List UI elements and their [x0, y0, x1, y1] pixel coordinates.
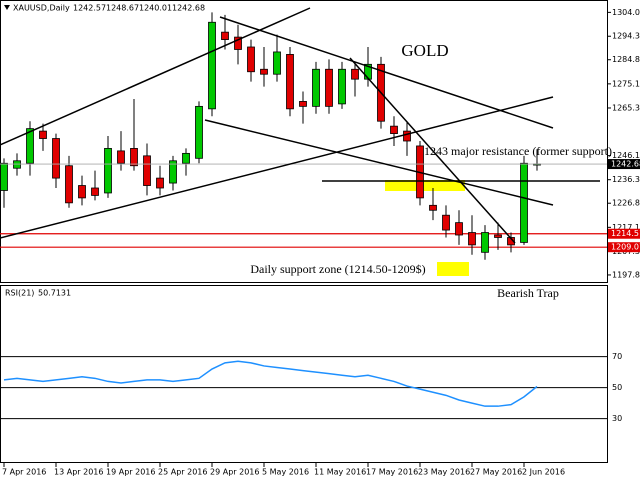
rsi-tick-label: 70	[612, 352, 622, 361]
y-tick-label: 1275.10	[612, 79, 640, 88]
price-panel-frame	[0, 0, 608, 283]
level-label-bg	[608, 228, 640, 239]
candle-body	[234, 36, 242, 50]
candle-body	[65, 165, 73, 204]
rsi-line	[3, 360, 538, 407]
x-tick-label: 2 Jun 2016	[522, 468, 565, 477]
candle-body	[455, 222, 463, 236]
high-value: 1248.67	[106, 4, 139, 13]
annotation: Bearish Trap	[497, 286, 559, 300]
menu-icon	[4, 5, 10, 10]
rsi-value: 50.7131	[38, 289, 71, 298]
candle-body	[247, 46, 255, 73]
candle-body	[208, 21, 216, 110]
candle-body	[39, 130, 47, 139]
y-tick-label: 1265.35	[612, 103, 640, 112]
candle-body	[104, 148, 112, 194]
candle-body	[130, 148, 138, 167]
candle-body	[403, 130, 411, 142]
candle-body	[0, 162, 8, 191]
open-value: 1242.57	[73, 4, 106, 13]
candle-body	[182, 152, 190, 164]
rsi-tick-label: 50	[612, 383, 622, 392]
candle-body	[273, 51, 281, 75]
candle-body	[26, 128, 34, 164]
candle-body	[338, 68, 346, 105]
x-tick-label: 23 May 2016	[418, 468, 470, 477]
candle-body	[260, 68, 268, 75]
support-zone-highlight	[437, 262, 469, 276]
trend-line	[0, 96, 554, 239]
x-tick-label: 27 May 2016	[470, 468, 522, 477]
candle-body	[195, 105, 203, 159]
y-tick-label: 1294.35	[612, 32, 640, 41]
candle-body	[325, 68, 333, 107]
candle-body	[494, 234, 502, 238]
x-tick-label: 19 Apr 2016	[106, 468, 155, 477]
x-tick-label: 11 May 2016	[314, 468, 366, 477]
candle-body	[91, 187, 99, 196]
close-value: 1242.68	[172, 4, 205, 13]
y-tick-label: 1226.85	[612, 199, 640, 208]
level-label: 1209.07	[611, 243, 640, 252]
x-tick-label: 13 Apr 2016	[54, 468, 103, 477]
rsi-panel-frame	[0, 285, 608, 463]
candle-body	[286, 54, 294, 110]
candle-body	[156, 177, 164, 189]
trend-line	[204, 119, 554, 206]
trend-line	[0, 7, 311, 146]
candle-body	[312, 68, 320, 107]
trend-line	[219, 16, 554, 129]
candle-body	[351, 68, 359, 80]
level-label-bg	[608, 242, 640, 253]
candle-body	[390, 125, 398, 134]
x-tick-label: 29 Apr 2016	[210, 468, 259, 477]
candle-body	[481, 232, 489, 253]
candle-body	[299, 101, 307, 107]
x-tick-label: 7 Apr 2016	[2, 468, 46, 477]
candle-body	[468, 232, 476, 246]
candle-body	[169, 160, 177, 184]
annotation: 1243 major resistance (former support)	[424, 144, 612, 158]
candle-body	[78, 185, 86, 199]
annotation: Daily support zone (1214.50-1209$)	[250, 262, 425, 276]
symbol-title: XAUUSD,Daily	[13, 4, 70, 13]
y-tick-label: 1304.00	[612, 8, 640, 17]
x-tick-label: 17 May 2016	[366, 468, 418, 477]
candle-body	[520, 162, 528, 243]
y-tick-label: 1246.10	[612, 151, 640, 160]
candle-body	[429, 204, 437, 211]
annotation: GOLD	[401, 41, 448, 60]
low-value: 1240.01	[139, 4, 172, 13]
x-tick-label: 5 May 2016	[262, 468, 309, 477]
current-price-label: 1242.68	[611, 160, 640, 169]
y-tick-label: 1236.35	[612, 175, 640, 184]
x-tick-label: 25 Apr 2016	[158, 468, 207, 477]
candle-body	[52, 138, 60, 179]
candle-body	[442, 214, 450, 231]
candle-body	[221, 31, 229, 40]
y-tick-label: 1217.10	[612, 223, 640, 232]
trend-line	[349, 57, 516, 244]
level-label: 1214.51	[611, 229, 640, 238]
candle-body	[117, 150, 125, 164]
resistance-zone	[385, 180, 465, 191]
y-tick-label: 1197.85	[612, 270, 640, 279]
candle-body	[143, 155, 151, 186]
rsi-title: RSI(21)	[5, 289, 34, 298]
rsi-tick-label: 30	[612, 414, 622, 423]
candle-body	[13, 160, 21, 169]
current-price-bg	[608, 159, 640, 170]
y-tick-label: 1284.85	[612, 55, 640, 64]
